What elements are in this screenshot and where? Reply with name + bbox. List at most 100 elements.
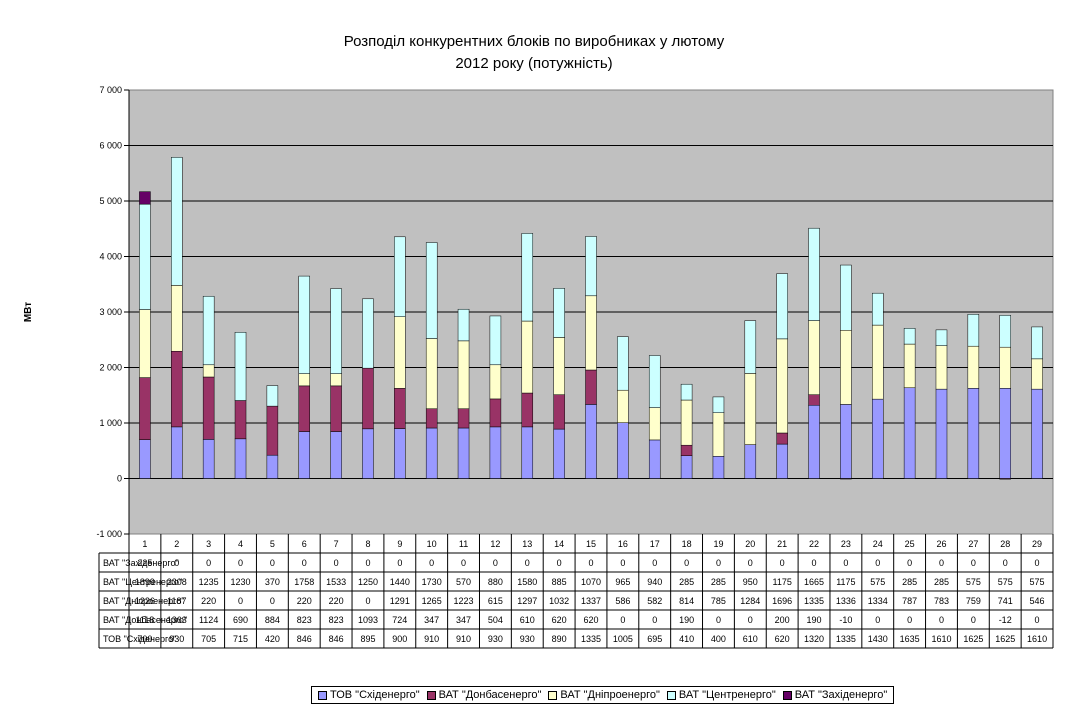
data-label: 700 (137, 634, 152, 644)
data-label: 0 (907, 558, 912, 568)
data-label: 1320 (804, 634, 824, 644)
bar-segment (266, 454, 279, 479)
bar-segment (139, 439, 151, 479)
chart-title-line-2: 2012 року (потужність) (455, 55, 613, 72)
bar-segment (585, 369, 597, 405)
data-label: 1625 (963, 634, 983, 644)
x-tick-label: 15 (586, 539, 596, 549)
bar-segment (425, 427, 438, 479)
legend-label: ВАТ "Донбасенерго" (438, 689, 542, 701)
x-tick-label: 25 (905, 539, 915, 549)
data-label: 0 (525, 558, 530, 568)
y-tick-label: 3 000 (99, 307, 122, 317)
bar-segment (712, 412, 725, 457)
bar-segment (362, 367, 374, 430)
bar-segment (999, 388, 1011, 479)
data-label: 885 (552, 577, 567, 587)
data-label: 1610 (1027, 634, 1047, 644)
y-tick-label: 7 000 (99, 85, 122, 95)
data-label: 1118 (136, 615, 155, 625)
data-label: 1291 (390, 596, 410, 606)
bar-segment (744, 444, 757, 479)
data-label: 0 (1003, 558, 1008, 568)
legend-swatch (666, 690, 676, 700)
legend-item: ВАТ "Центренерго" (666, 689, 776, 701)
data-label: 1175 (772, 577, 791, 587)
x-tick-label: 24 (873, 539, 883, 549)
table-series-label: ВАТ "Центренерго" (103, 577, 182, 587)
data-label: 410 (679, 634, 694, 644)
data-label: 1336 (836, 596, 856, 606)
data-label: 285 (902, 577, 917, 587)
bar-segment (840, 330, 852, 405)
x-tick-label: 7 (334, 539, 339, 549)
data-label: 787 (902, 596, 917, 606)
bar-segment (935, 388, 948, 479)
table-series-label: ВАТ "Дніпроенерго" (103, 596, 184, 606)
data-label: 0 (939, 615, 944, 625)
x-tick-label: 26 (936, 539, 946, 549)
x-tick-label: 29 (1032, 539, 1042, 549)
bar-segment (553, 288, 565, 338)
x-tick-label: 23 (841, 539, 851, 549)
legend-item: ВАТ "Донбасенерго" (426, 689, 542, 701)
y-axis-label: МВт (23, 302, 34, 322)
bar-segment (489, 364, 502, 400)
data-label: 575 (966, 577, 981, 587)
data-label: 190 (807, 615, 822, 625)
legend-item: ВАТ "Дніпроенерго" (548, 689, 660, 701)
data-label: 940 (647, 577, 662, 587)
bar-segment (489, 315, 502, 366)
bar-segment (903, 343, 916, 389)
bar-segment (234, 438, 247, 479)
data-label: 884 (265, 615, 280, 625)
data-label: 1175 (836, 577, 855, 587)
data-label: -10 (839, 615, 852, 625)
data-label: 0 (334, 558, 339, 568)
x-tick-label: 2 (174, 539, 179, 549)
legend-label: ТОВ "Східенерго" (330, 689, 420, 701)
data-label: 0 (939, 558, 944, 568)
bar-segment (872, 292, 884, 326)
bar-segment (489, 426, 502, 479)
data-label: 347 (424, 615, 439, 625)
x-tick-label: 16 (618, 539, 628, 549)
x-tick-label: 5 (270, 539, 275, 549)
data-label: 220 (297, 596, 312, 606)
data-label: 610 (520, 615, 535, 625)
data-label: 0 (302, 558, 307, 568)
bar-segment (840, 404, 852, 479)
data-label: 900 (392, 634, 407, 644)
data-label: 715 (233, 634, 248, 644)
data-label: 570 (456, 577, 471, 587)
data-label: 0 (971, 615, 976, 625)
bar-segment (935, 329, 948, 346)
bar-segment (1031, 358, 1043, 390)
data-label: 1610 (931, 634, 951, 644)
bar-segment (298, 275, 310, 374)
data-label: 0 (429, 558, 434, 568)
bar-segment (394, 428, 406, 479)
data-label: 930 (488, 634, 503, 644)
data-label: 0 (716, 615, 721, 625)
x-tick-label: 19 (713, 539, 723, 549)
data-label: 575 (1030, 577, 1045, 587)
data-label: 785 (711, 596, 726, 606)
data-label: 930 (169, 634, 184, 644)
data-label: 0 (780, 558, 785, 568)
bar-segment (330, 431, 342, 479)
data-label: 1032 (549, 596, 569, 606)
bar-segment (840, 478, 852, 480)
data-label: 200 (775, 615, 790, 625)
data-label: 0 (238, 558, 243, 568)
bar-segment (999, 315, 1011, 348)
data-label: 370 (265, 577, 280, 587)
data-label: 823 (329, 615, 344, 625)
x-tick-label: 11 (459, 539, 468, 549)
bar-segment (298, 385, 310, 432)
bar-segment (266, 405, 279, 456)
bar-segment (840, 264, 852, 331)
bar-segment (999, 478, 1011, 480)
bar-segment (362, 298, 374, 369)
data-label: 1337 (581, 596, 601, 606)
